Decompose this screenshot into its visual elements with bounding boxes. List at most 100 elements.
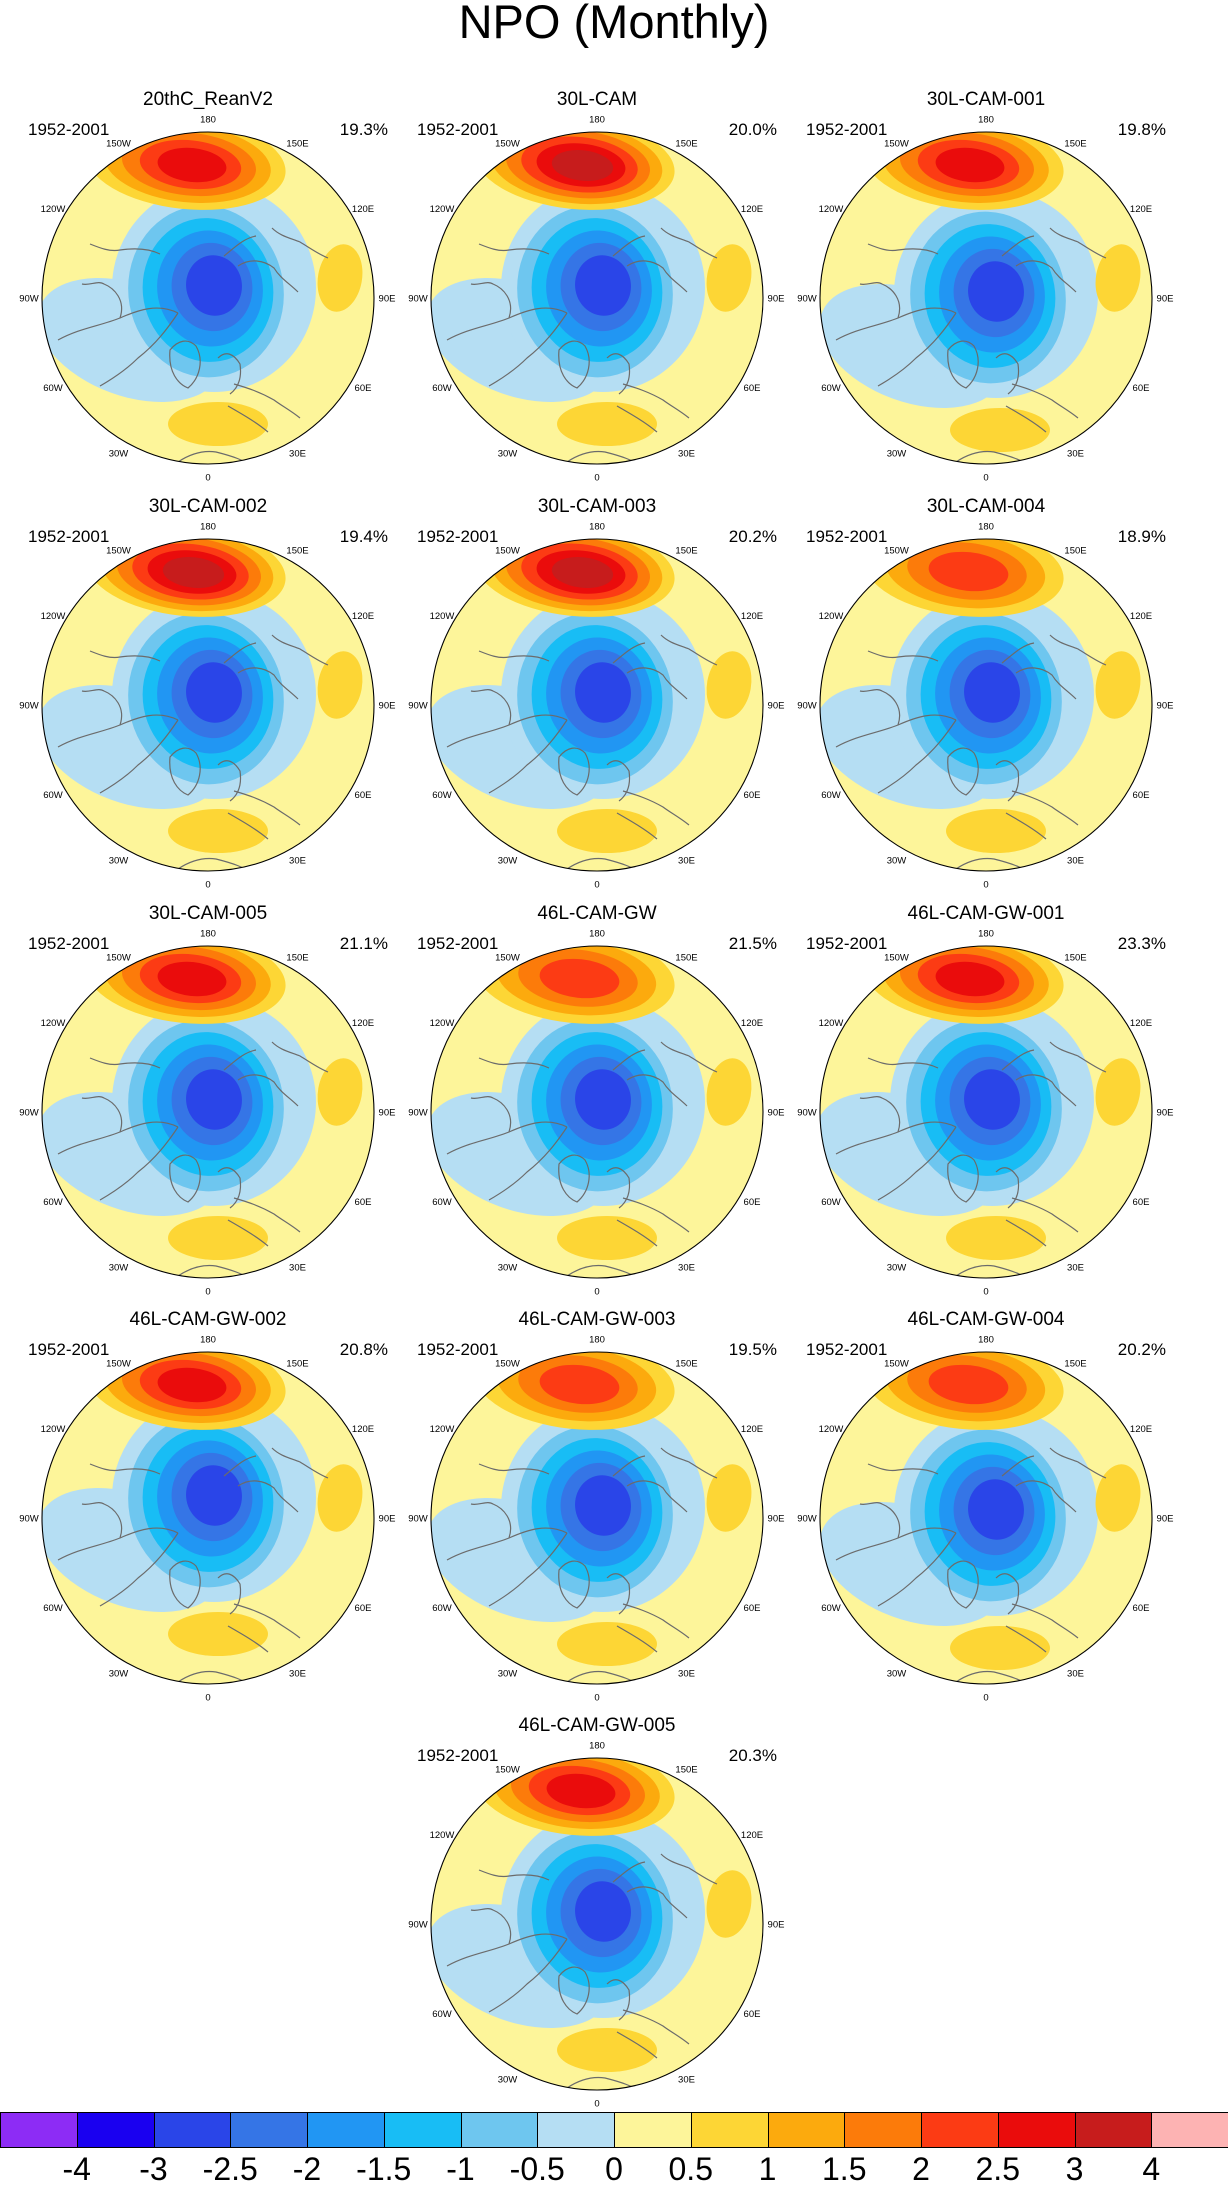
- coastline: [89, 1057, 161, 1069]
- longitude-label: 120W: [819, 1018, 844, 1029]
- longitude-label: 120W: [819, 204, 844, 215]
- coastline: [616, 383, 690, 433]
- polar-map: 180 150E 120E 90E 60E 30E 0 30W 60W 90W 120W 150W: [408, 929, 784, 1298]
- positive-contour-band: [1095, 651, 1141, 719]
- coastline: [470, 688, 512, 726]
- panel-title: 20thC_ReanV2: [143, 89, 273, 110]
- longitude-label: 0: [205, 880, 210, 891]
- longitude-label: 150W: [884, 953, 909, 964]
- negative-contour-band: [968, 1479, 1024, 1540]
- longitude-label: 90W: [19, 701, 39, 712]
- colorbar-label: 0.5: [668, 2151, 713, 2187]
- coastline: [227, 1197, 301, 1247]
- positive-contour-band: [317, 244, 363, 312]
- longitude-label: 60W: [432, 1197, 452, 1208]
- positive-contour-band: [1095, 1058, 1141, 1126]
- negative-contour-band: [186, 255, 242, 316]
- coastline: [1005, 1603, 1079, 1653]
- coastline: [606, 353, 631, 395]
- longitude-label: 60E: [1133, 790, 1150, 801]
- positive-contour-band: [157, 961, 227, 997]
- positive-contour-band: [1095, 1464, 1141, 1532]
- colorbar-swatch: [1151, 2112, 1228, 2148]
- longitude-label: 150W: [495, 953, 520, 964]
- coastline: [867, 1057, 939, 1069]
- coastline: [446, 307, 568, 387]
- map-border: [819, 1351, 1153, 1685]
- longitude-label: 150W: [884, 546, 909, 557]
- longitude-label: 30E: [678, 856, 695, 867]
- map-panel: 30L-CAM-002 1952-2001 19.4% 180 150E 120E 90E 6…: [19, 495, 395, 905]
- coastline: [57, 714, 179, 794]
- longitude-label: 120W: [430, 1018, 455, 1029]
- coastline: [1049, 1447, 1107, 1479]
- longitude-label: 180: [589, 1741, 605, 1752]
- longitude-label: 60E: [744, 383, 761, 394]
- panel-variance-pct: 20.3%: [728, 1746, 777, 1765]
- longitude-label: 0: [983, 473, 988, 484]
- panel-years: 1952-2001: [417, 1340, 499, 1359]
- longitude-label: 90W: [408, 294, 428, 305]
- longitude-label: 60W: [432, 790, 452, 801]
- longitude-label: 150E: [675, 139, 697, 150]
- longitude-label: 180: [589, 1335, 605, 1346]
- positive-contour-band: [1095, 244, 1141, 312]
- coastline: [867, 650, 939, 662]
- longitude-label: 150W: [495, 1765, 520, 1776]
- longitude-label: 150W: [106, 139, 131, 150]
- longitude-label: 150W: [106, 546, 131, 557]
- map-border: [430, 538, 764, 872]
- contour-field: [42, 539, 374, 871]
- colorbar-swatch: [76, 2112, 155, 2148]
- colorbar-swatch: [383, 2112, 462, 2148]
- positive-contour-band: [946, 1216, 1046, 1260]
- longitude-label: 180: [200, 115, 216, 126]
- coastline: [478, 1463, 550, 1475]
- contour-field: [820, 946, 1152, 1278]
- longitude-label: 120E: [352, 204, 374, 215]
- longitude-label: 60E: [355, 383, 372, 394]
- coastline: [867, 1463, 939, 1475]
- coastline: [859, 281, 901, 319]
- longitude-label: 150E: [1064, 1359, 1086, 1370]
- map-border: [430, 1757, 764, 2091]
- negative-contour-band: [575, 662, 631, 723]
- longitude-label: 90E: [1157, 701, 1174, 712]
- longitude-label: 90W: [797, 701, 817, 712]
- colorbar-swatch: [153, 2112, 232, 2148]
- colorbar-swatch: [614, 2112, 692, 2148]
- coastline: [660, 634, 718, 666]
- longitude-label: 120E: [741, 1830, 763, 1841]
- longitude-label: 30W: [887, 856, 907, 867]
- negative-contour-band: [186, 1465, 242, 1526]
- coastline: [612, 642, 688, 700]
- longitude-label: 90W: [797, 1514, 817, 1525]
- coastline: [1005, 1197, 1079, 1247]
- longitude-label: 90W: [797, 294, 817, 305]
- longitude-label: 30E: [1067, 449, 1084, 460]
- longitude-label: 120W: [41, 1018, 66, 1029]
- contour-field: [42, 1352, 374, 1684]
- coastline: [223, 642, 299, 700]
- map-panel: 46L-CAM-GW 1952-2001 21.5% 180 150E 120E 90E 60…: [408, 902, 784, 1312]
- map-panel: 46L-CAM-GW-004 1952-2001 20.2% 180 150E 120E 9…: [797, 1308, 1173, 1718]
- panel-variance-pct: 20.2%: [728, 527, 777, 546]
- coastline: [470, 1095, 512, 1133]
- coastline: [478, 1057, 550, 1069]
- positive-contour-band: [539, 958, 620, 999]
- longitude-label: 150E: [675, 1765, 697, 1776]
- coastline: [1049, 1041, 1107, 1073]
- longitude-label: 60W: [43, 1197, 63, 1208]
- positive-contour-band: [557, 809, 657, 853]
- main-title: NPO (Monthly): [458, 0, 770, 48]
- coastline: [89, 1463, 161, 1475]
- positive-contour-band: [946, 809, 1046, 853]
- panel-variance-pct: 18.9%: [1117, 527, 1166, 546]
- colorbar-label: -2.5: [202, 2151, 258, 2187]
- map-border: [41, 538, 375, 872]
- panel-years: 1952-2001: [417, 1746, 499, 1765]
- longitude-label: 60E: [355, 1197, 372, 1208]
- longitude-label: 60W: [821, 1197, 841, 1208]
- colorbar-label: 2: [912, 2151, 930, 2187]
- coastline: [271, 227, 329, 259]
